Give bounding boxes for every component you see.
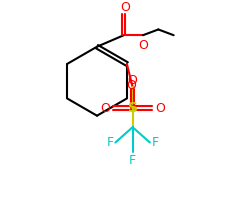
Text: F: F [129,154,136,167]
Text: O: O [126,79,136,92]
Text: O: O [156,102,166,115]
Text: F: F [152,136,159,149]
Text: S: S [128,101,138,115]
Text: O: O [100,102,110,115]
Text: F: F [106,136,114,149]
Text: O: O [138,39,148,52]
Text: O: O [128,74,138,87]
Text: O: O [120,1,130,14]
